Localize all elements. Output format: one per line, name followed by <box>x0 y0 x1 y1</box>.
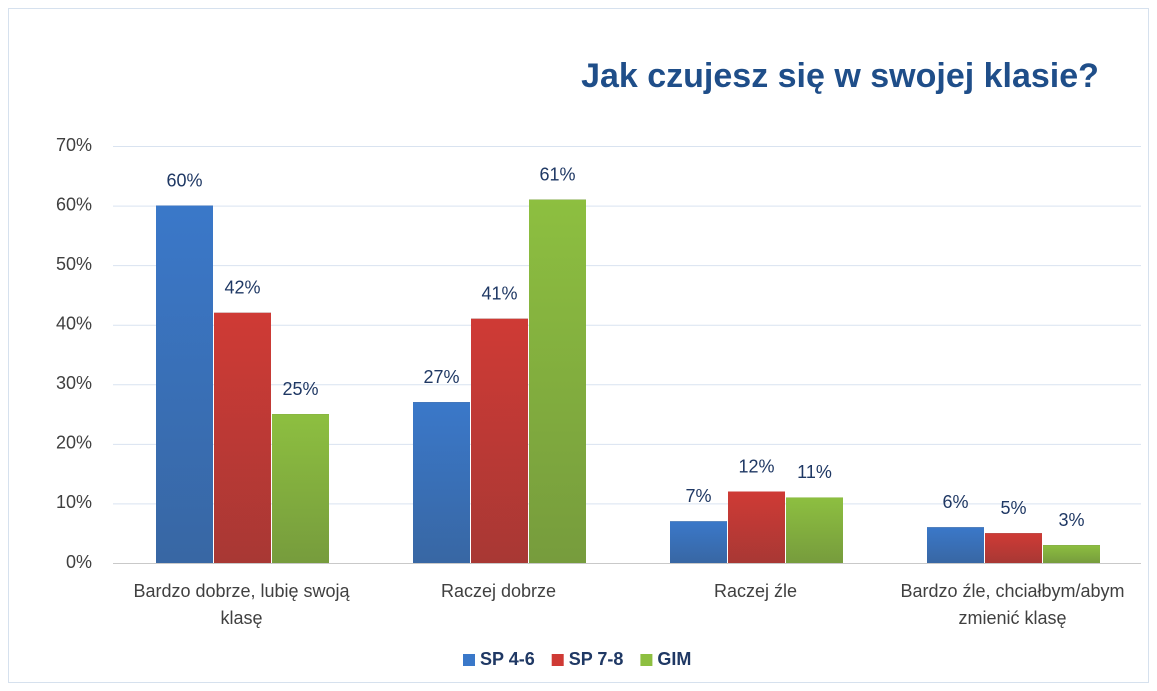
legend-label: SP 7-8 <box>569 649 624 669</box>
legend-swatch <box>640 654 653 666</box>
chart-border <box>8 8 1149 683</box>
bar <box>272 414 329 563</box>
bar <box>1043 545 1100 563</box>
data-label: 7% <box>685 486 711 506</box>
legend-swatch <box>463 654 475 666</box>
x-tick-label: Raczej źle <box>713 581 798 601</box>
bar <box>786 497 843 563</box>
y-tick-label: 0% <box>66 552 92 572</box>
bar <box>728 491 785 563</box>
legend-label: SP 4-6 <box>480 649 535 669</box>
bar <box>214 312 271 563</box>
bar <box>156 205 213 564</box>
y-tick-label: 10% <box>56 492 92 512</box>
bar <box>413 402 470 563</box>
data-label: 61% <box>539 164 575 184</box>
bar <box>985 533 1042 563</box>
data-label: 41% <box>481 284 517 304</box>
y-tick-label: 40% <box>56 313 92 333</box>
legend-label: GIM <box>657 649 691 669</box>
x-tick-label: Bardzo dobrze, lubię swoją klasę <box>133 581 350 628</box>
bar <box>927 527 984 563</box>
bar <box>471 318 528 563</box>
y-tick-label: 20% <box>56 433 92 453</box>
data-label: 42% <box>224 278 260 298</box>
y-tick-label: 30% <box>56 373 92 393</box>
data-label: 5% <box>1000 498 1026 518</box>
data-label: 11% <box>797 462 832 482</box>
x-tick-label: Bardzo źle, chciałbym/abym zmienić klasę <box>900 581 1125 628</box>
chart-title: Jak czujesz się w swojej klasie? <box>581 57 1099 95</box>
data-label: 60% <box>166 170 202 190</box>
data-label: 25% <box>282 379 318 399</box>
bar <box>670 521 727 563</box>
data-label: 27% <box>423 367 459 387</box>
y-tick-label: 60% <box>56 194 92 214</box>
bar <box>529 199 586 563</box>
data-label: 3% <box>1058 510 1084 530</box>
data-label: 6% <box>942 492 968 512</box>
legend-swatch <box>551 654 564 666</box>
data-label: 12% <box>738 456 774 476</box>
y-tick-label: 70% <box>56 135 92 155</box>
y-tick-label: 50% <box>56 254 92 274</box>
x-tick-label: Raczej dobrze <box>440 581 557 601</box>
